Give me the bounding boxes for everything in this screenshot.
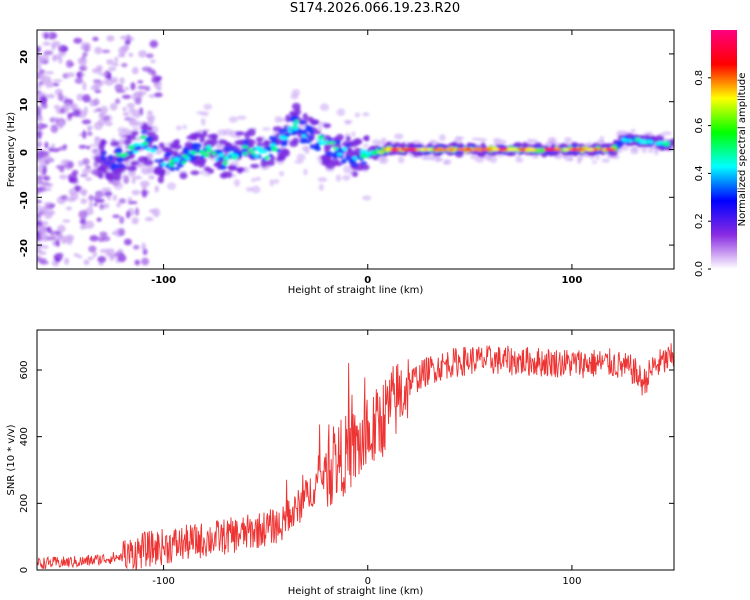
colorbar-tick-label: 0.8	[694, 70, 705, 86]
spectral-blobs	[37, 31, 674, 267]
colorbar-tick-label: 0.4	[694, 165, 705, 181]
colorbar-gradient	[711, 30, 737, 269]
colorbar: 0.0 0.2 0.4 0.6 0.8 Normalized spectral ampli…	[694, 30, 748, 277]
x-tick-label: -100	[152, 576, 175, 587]
y-tick-label: 0	[19, 567, 30, 573]
y-axis-label: Frequency (Hz)	[6, 112, 17, 188]
x-axis-label: Height of straight line (km)	[288, 285, 424, 296]
y-tick-label: 0	[19, 149, 30, 156]
plot-frame	[36, 329, 675, 571]
y-tick-label: 600	[19, 360, 30, 379]
y-axis-label: SNR (10 * v/v)	[6, 424, 17, 495]
snr-line	[37, 343, 674, 570]
x-tick-label: 100	[561, 275, 582, 286]
snr-panel: -100 0 100 0 200 400 600 Height of straight lin…	[6, 329, 675, 597]
colorbar-label: Normalized spectral amplitude	[737, 73, 748, 227]
y-tick-label: 200	[19, 494, 30, 513]
y-tick-label: -20	[19, 239, 30, 257]
x-tick-label: -100	[151, 275, 176, 286]
x-axis-label: Height of straight line (km)	[288, 586, 424, 597]
chart-title: S174.2026.066.19.23.R20	[289, 1, 461, 16]
y-tick-label: -10	[19, 191, 30, 209]
x-tick-label: 100	[562, 576, 581, 587]
x-tick-label: 0	[364, 275, 371, 286]
colorbar-tick-label: 0.0	[694, 261, 705, 277]
x-tick-label: 0	[365, 576, 371, 587]
colorbar-tick-label: 0.6	[694, 118, 705, 134]
y-tick-label: 20	[19, 50, 30, 64]
y-tick-label: 10	[19, 98, 30, 112]
colorbar-tick-label: 0.2	[694, 213, 705, 229]
y-tick-label: 400	[19, 427, 30, 446]
